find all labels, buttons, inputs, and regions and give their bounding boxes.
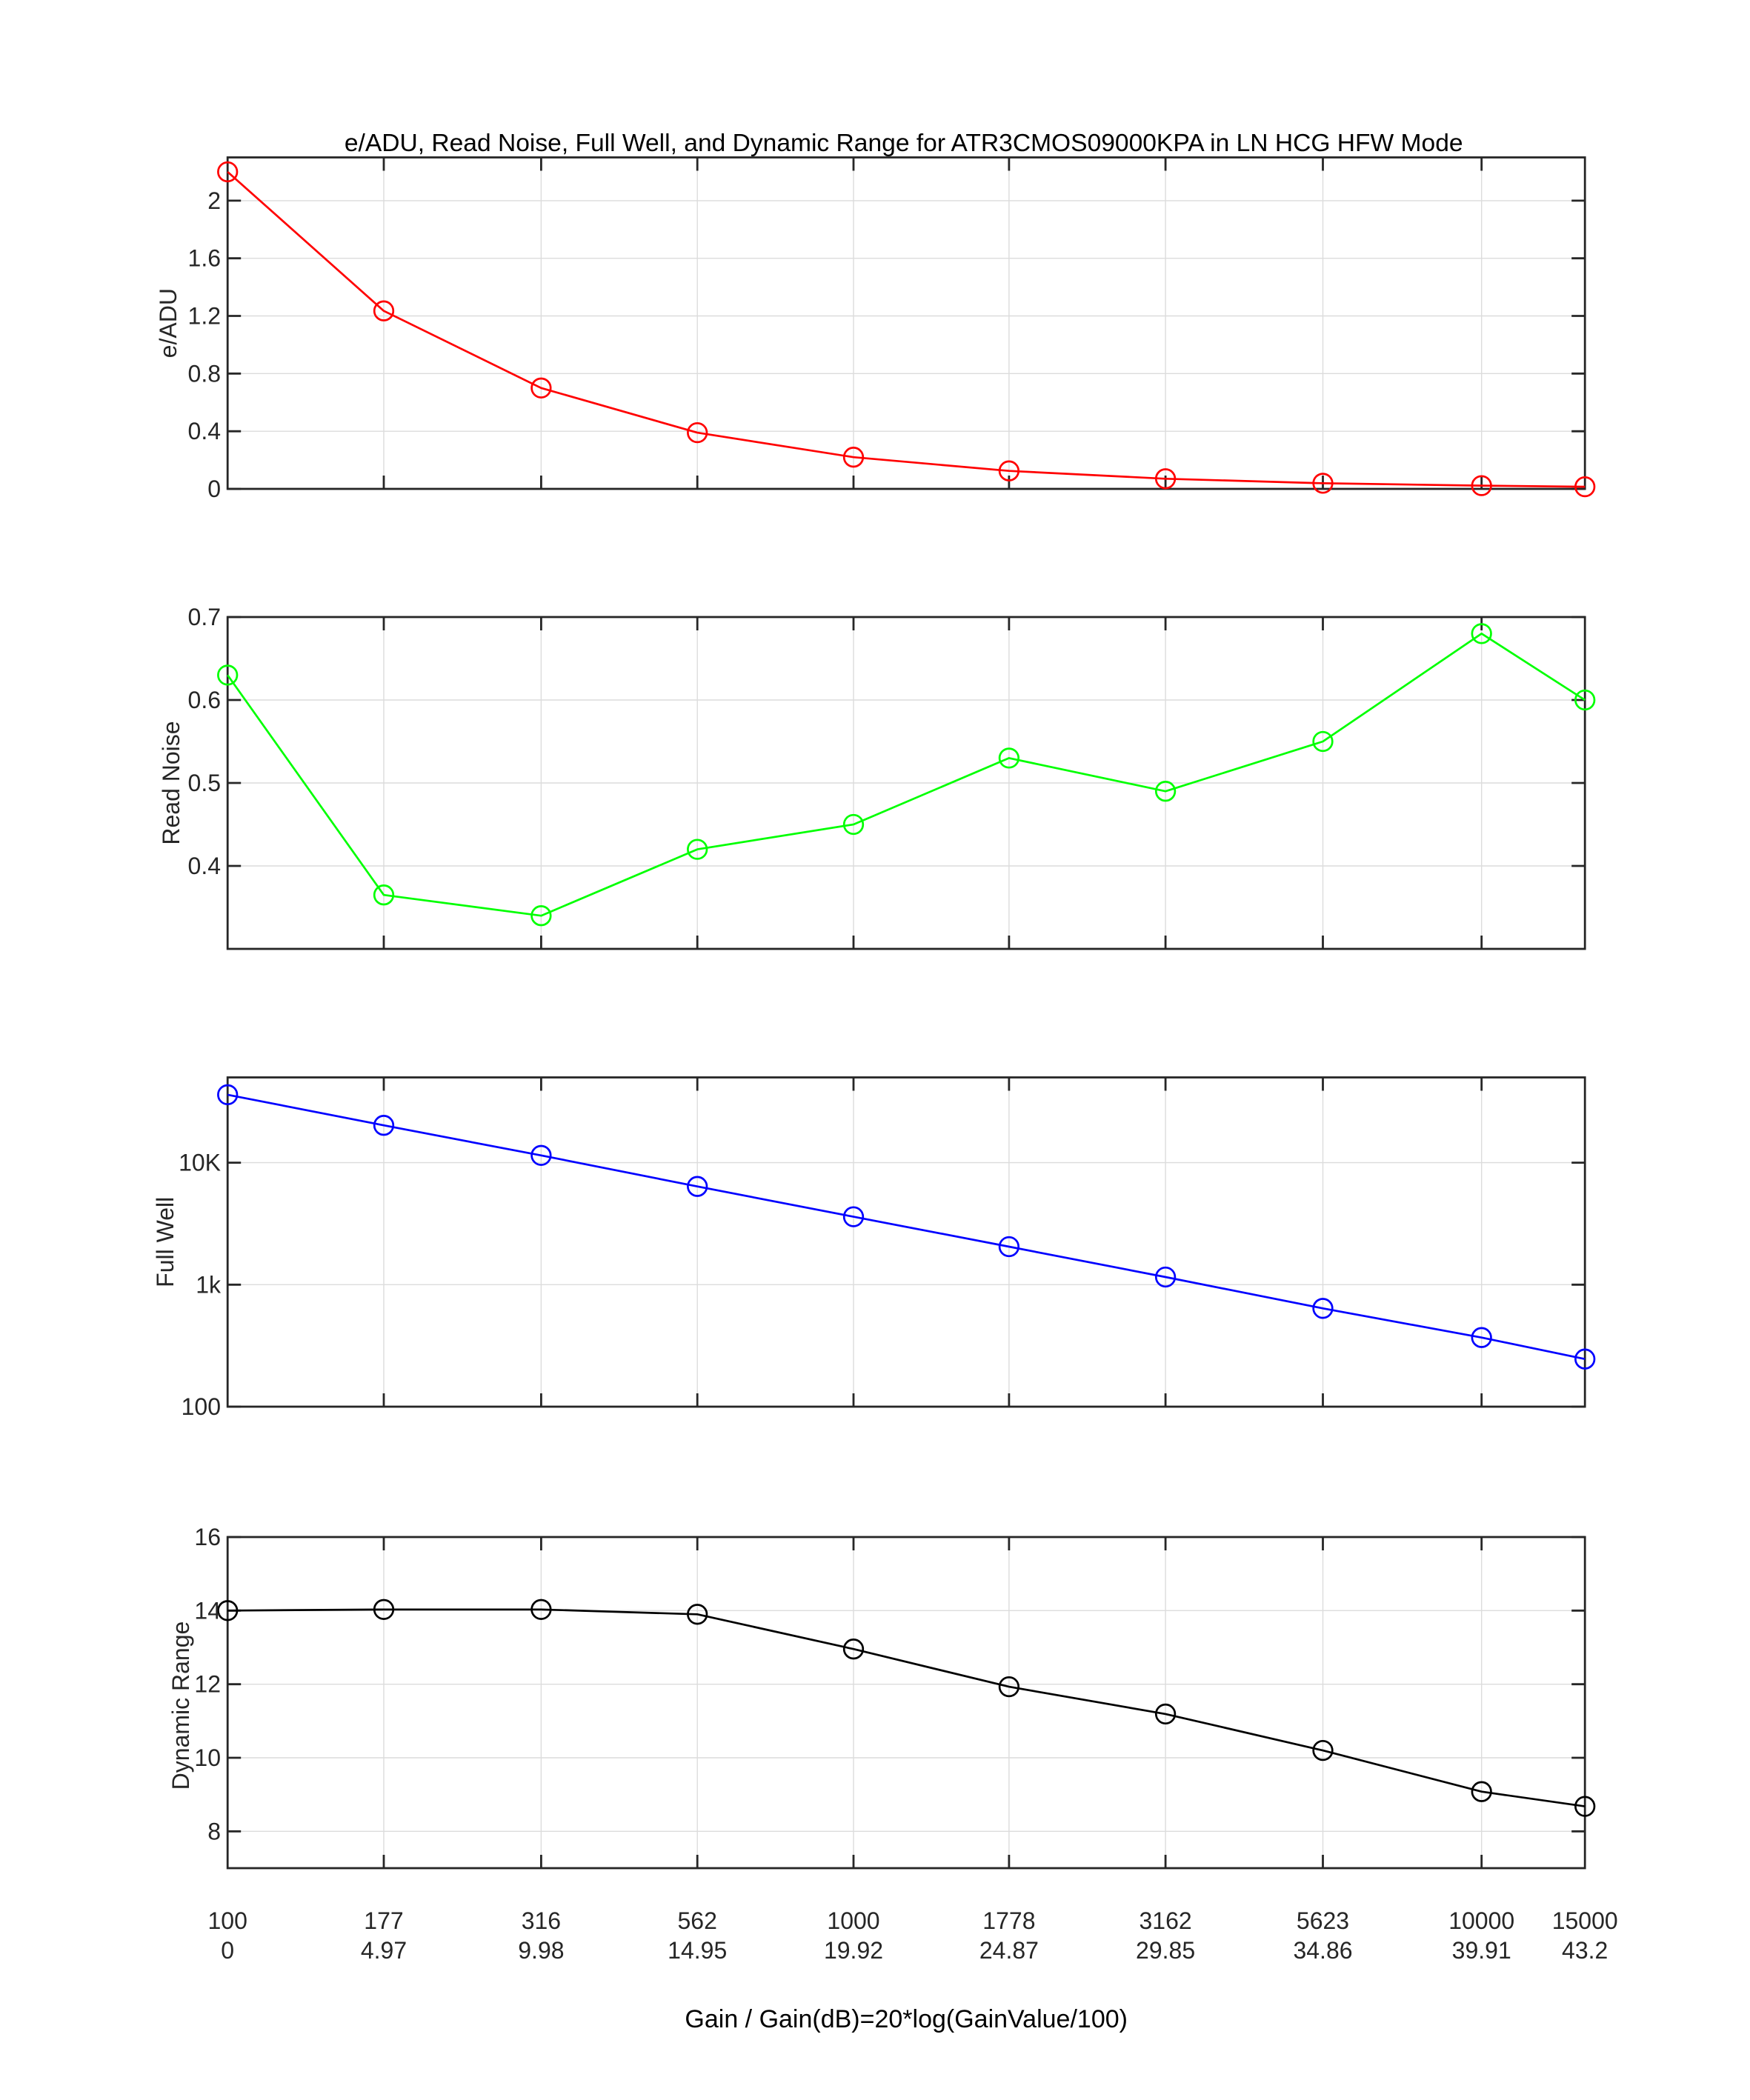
svg-text:562: 562	[678, 1907, 717, 1934]
svg-text:0.7: 0.7	[188, 604, 221, 630]
svg-text:10000: 10000	[1448, 1907, 1514, 1934]
svg-text:5623: 5623	[1297, 1907, 1349, 1934]
svg-text:1000: 1000	[827, 1907, 879, 1934]
svg-text:177: 177	[364, 1907, 403, 1934]
svg-text:e/ADU: e/ADU	[155, 288, 182, 358]
svg-text:0: 0	[207, 476, 221, 502]
svg-text:100: 100	[182, 1393, 221, 1420]
svg-text:16: 16	[194, 1524, 221, 1550]
svg-text:Full Well: Full Well	[152, 1197, 179, 1287]
svg-text:0.4: 0.4	[188, 418, 221, 444]
svg-text:1778: 1778	[982, 1907, 1035, 1934]
svg-text:1k: 1k	[196, 1271, 222, 1298]
svg-text:29.85: 29.85	[1136, 1937, 1195, 1964]
svg-text:10K: 10K	[179, 1150, 221, 1176]
svg-text:39.91: 39.91	[1452, 1937, 1511, 1964]
svg-text:0.6: 0.6	[188, 687, 221, 713]
svg-text:Read Noise: Read Noise	[158, 721, 184, 844]
svg-text:2: 2	[207, 187, 221, 214]
svg-text:Dynamic Range: Dynamic Range	[167, 1621, 194, 1790]
svg-text:0.5: 0.5	[188, 770, 221, 796]
svg-text:14: 14	[194, 1597, 221, 1624]
svg-text:34.86: 34.86	[1293, 1937, 1352, 1964]
svg-text:100: 100	[208, 1907, 247, 1934]
svg-text:14.95: 14.95	[668, 1937, 727, 1964]
svg-text:316: 316	[522, 1907, 561, 1934]
svg-text:43.2: 43.2	[1562, 1937, 1608, 1964]
svg-text:0: 0	[221, 1937, 234, 1964]
svg-text:9.98: 9.98	[518, 1937, 564, 1964]
svg-text:0.8: 0.8	[188, 360, 221, 387]
svg-text:15000: 15000	[1552, 1907, 1618, 1934]
svg-text:Gain / Gain(dB)=20*log(GainVal: Gain / Gain(dB)=20*log(GainValue/100)	[685, 2005, 1128, 2033]
svg-text:4.97: 4.97	[361, 1937, 407, 1964]
svg-text:24.87: 24.87	[979, 1937, 1039, 1964]
svg-text:12: 12	[194, 1671, 221, 1698]
svg-text:1.2: 1.2	[188, 303, 221, 330]
svg-text:3162: 3162	[1140, 1907, 1192, 1934]
svg-text:0.4: 0.4	[188, 853, 221, 879]
svg-text:19.92: 19.92	[824, 1937, 883, 1964]
svg-text:1.6: 1.6	[188, 245, 221, 272]
svg-text:8: 8	[207, 1818, 221, 1844]
svg-text:10: 10	[194, 1744, 221, 1771]
svg-text:e/ADU, Read Noise, Full Well,: e/ADU, Read Noise, Full Well, and Dynami…	[345, 130, 1463, 157]
